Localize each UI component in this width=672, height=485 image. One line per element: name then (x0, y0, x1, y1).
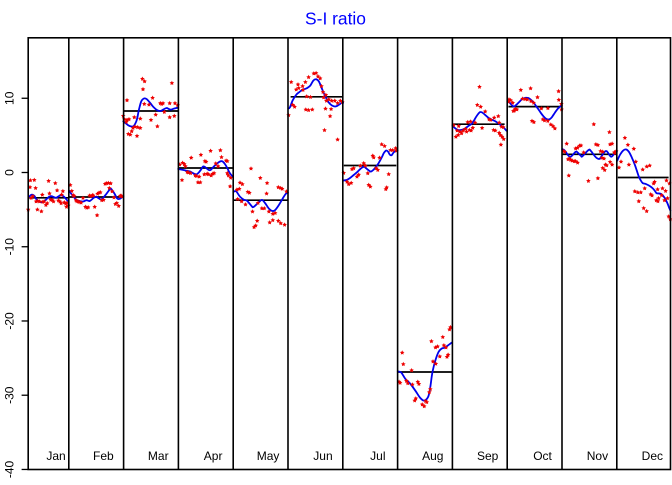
svg-text:Aug: Aug (422, 449, 443, 463)
svg-text:S-I ratio: S-I ratio (305, 9, 366, 29)
svg-text:-10: -10 (3, 238, 17, 256)
svg-text:Jul: Jul (370, 449, 385, 463)
svg-text:-20: -20 (3, 312, 17, 330)
svg-text:0: 0 (3, 169, 17, 176)
svg-text:-40: -40 (3, 460, 17, 478)
svg-text:-30: -30 (3, 386, 17, 404)
svg-text:Apr: Apr (204, 449, 223, 463)
svg-text:Sep: Sep (477, 449, 499, 463)
svg-text:10: 10 (3, 91, 17, 105)
svg-text:May: May (257, 449, 280, 463)
svg-text:Mar: Mar (148, 449, 169, 463)
svg-text:Oct: Oct (533, 449, 552, 463)
svg-text:Nov: Nov (587, 449, 608, 463)
svg-text:Feb: Feb (93, 449, 114, 463)
svg-text:Dec: Dec (642, 449, 663, 463)
svg-text:Jan: Jan (46, 449, 65, 463)
svg-text:Jun: Jun (313, 449, 332, 463)
